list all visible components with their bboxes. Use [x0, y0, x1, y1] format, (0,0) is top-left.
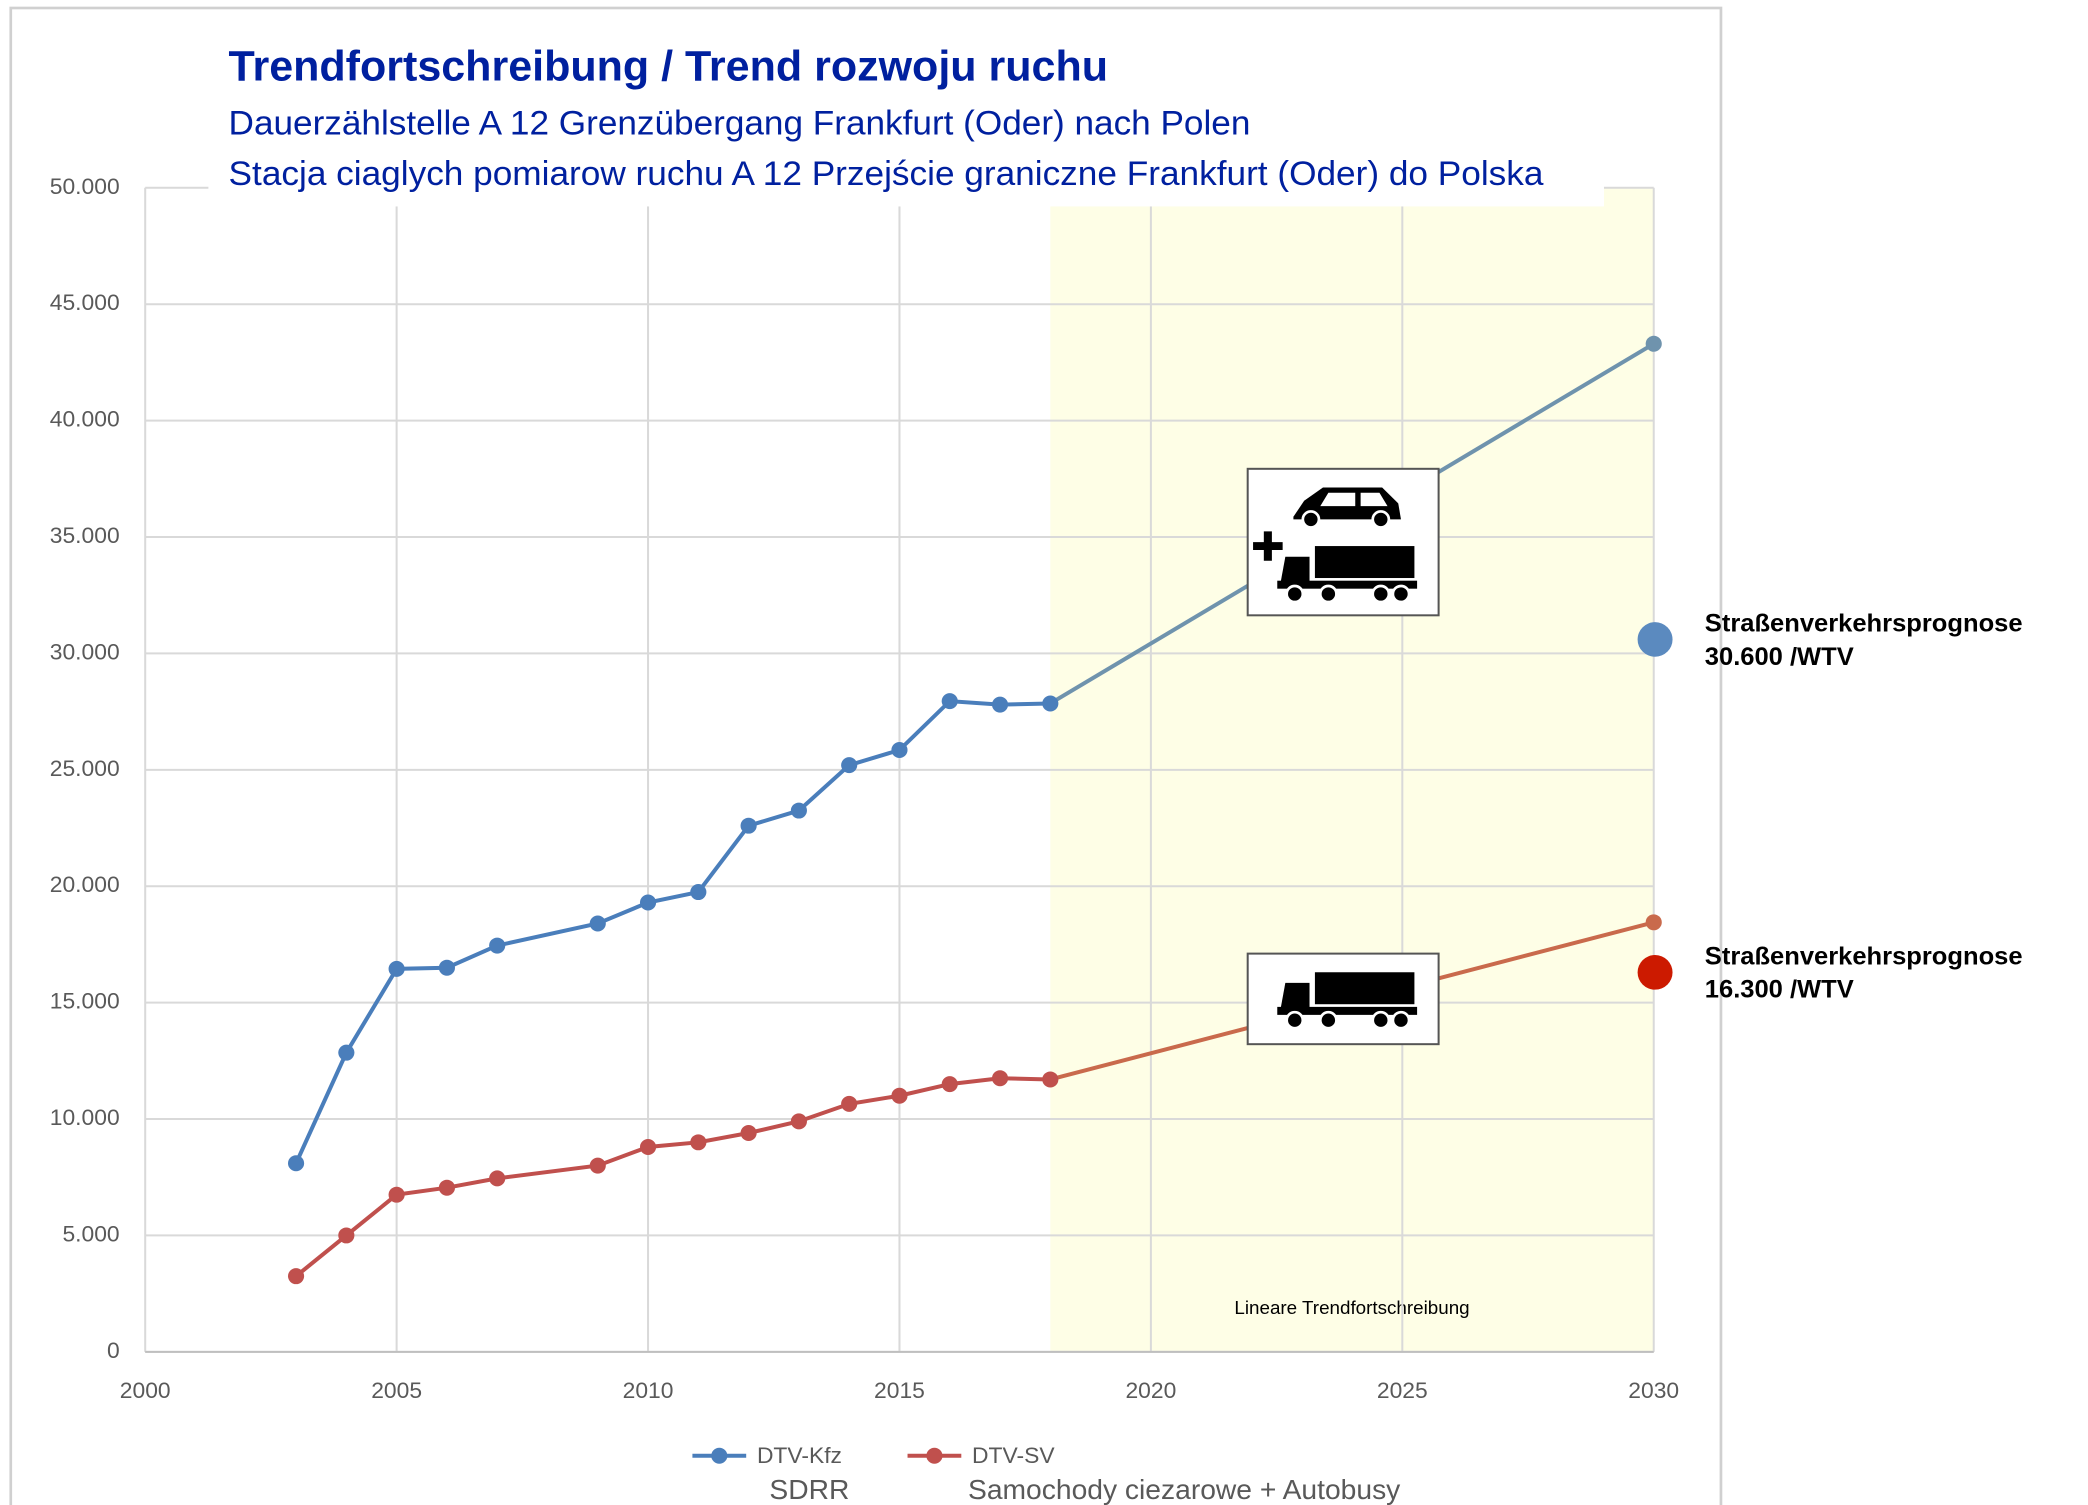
data-point	[589, 1157, 606, 1174]
data-point	[690, 884, 707, 901]
forecast-point	[1637, 955, 1673, 990]
data-point	[438, 959, 455, 976]
legend-sublabel: Samochody ciezarowe + Autobusy	[968, 1474, 1400, 1505]
plot-layer: Lineare Trendfortschreibung 0 5.000 10.000 1…	[50, 173, 1679, 1403]
data-point	[489, 1170, 506, 1187]
data-point	[287, 1155, 305, 1172]
data-point	[1645, 914, 1662, 931]
title-box	[208, 33, 1604, 207]
x-tick-label: 2025	[1377, 1377, 1428, 1403]
data-point	[991, 1070, 1009, 1087]
y-tick-label: 35.000	[50, 522, 120, 548]
x-tick-label: 2005	[371, 1377, 422, 1403]
y-tick-label: 40.000	[50, 406, 120, 432]
forecast-label: Lineare Trendfortschreibung	[1234, 1297, 1469, 1318]
data-point	[790, 802, 807, 819]
data-point	[287, 1268, 305, 1285]
y-tick-label: 15.000	[50, 988, 120, 1014]
data-point	[388, 1186, 405, 1203]
chart-title: Trendfortschreibung / Trend rozwoju ruch…	[229, 43, 1108, 91]
data-point	[740, 817, 757, 834]
annotation-title: Straßenverkehrsprognose	[1705, 942, 2023, 970]
x-tick-label: 2020	[1125, 1377, 1176, 1403]
data-point	[941, 1076, 958, 1093]
data-point	[639, 894, 657, 911]
car-truck-icon	[1246, 467, 1440, 617]
data-point	[489, 937, 506, 954]
legend-marker	[711, 1447, 728, 1464]
data-point	[1042, 1071, 1059, 1088]
data-point	[1645, 335, 1662, 352]
annotation-value: 30.600 /WTV	[1705, 643, 1854, 671]
data-point	[690, 1134, 707, 1151]
data-point	[740, 1125, 757, 1141]
y-tick-label: 45.000	[50, 289, 120, 315]
data-point	[1042, 695, 1059, 712]
legend-marker	[926, 1447, 943, 1464]
legend-label: DTV-Kfz	[757, 1442, 842, 1468]
annotation-title: Straßenverkehrsprognose	[1705, 610, 2023, 638]
x-tick-label: 2015	[874, 1377, 925, 1403]
y-tick-label: 5.000	[62, 1221, 119, 1247]
y-tick-label: 10.000	[50, 1104, 120, 1130]
y-tick-label: 50.000	[50, 173, 120, 199]
data-point	[841, 1095, 858, 1112]
data-point	[338, 1227, 355, 1244]
x-tick-label: 2030	[1628, 1377, 1679, 1403]
data-point	[438, 1179, 455, 1196]
forecast-point	[1637, 622, 1673, 657]
y-tick-label: 25.000	[50, 755, 120, 781]
y-tick-label: 20.000	[50, 871, 120, 897]
data-point	[891, 742, 908, 759]
data-point	[639, 1138, 657, 1155]
annotation-value: 16.300 /WTV	[1705, 976, 1854, 1004]
y-tick-label: 30.000	[50, 638, 120, 664]
legend-label: DTV-SV	[972, 1442, 1055, 1468]
data-point	[338, 1044, 355, 1061]
x-tick-label: 2010	[623, 1377, 674, 1403]
chart-subtitle: Dauerzählstelle A 12 Grenzübergang Frank…	[229, 104, 1251, 142]
data-point	[589, 915, 606, 932]
y-tick-label: 0	[107, 1337, 120, 1363]
x-tick-label: 2000	[120, 1377, 171, 1403]
chart-subtitle: Stacja ciaglych pomiarow ruchu A 12 Prze…	[229, 155, 1545, 193]
data-point	[891, 1087, 908, 1104]
data-point	[941, 693, 958, 710]
legend-sublabel: SDRR	[769, 1474, 849, 1505]
data-point	[790, 1113, 807, 1130]
truck-icon	[1246, 952, 1440, 1046]
data-point	[841, 757, 858, 774]
data-point	[388, 960, 405, 977]
data-point	[991, 696, 1009, 713]
